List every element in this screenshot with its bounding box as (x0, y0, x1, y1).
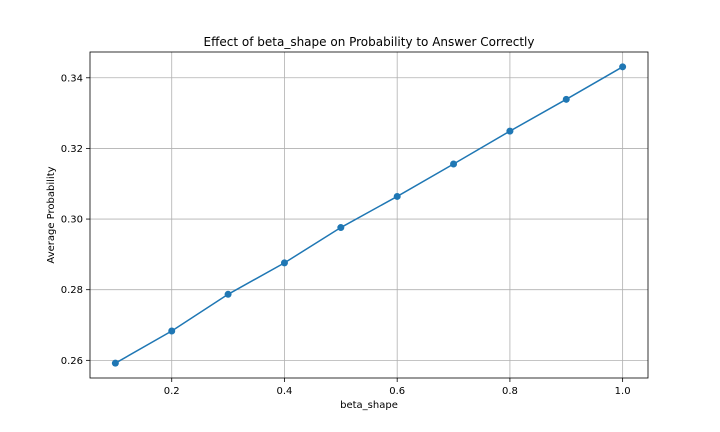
data-point (563, 96, 570, 103)
x-tick-label: 0.2 (164, 386, 180, 397)
data-point (619, 63, 626, 70)
y-tick-label: 0.32 (61, 144, 83, 155)
data-point (225, 291, 232, 298)
series-layer (112, 63, 626, 366)
data-point (337, 224, 344, 231)
x-axis-ticks: 0.2 0.4 0.6 0.8 1.0 (164, 378, 631, 397)
y-tick-label: 0.28 (61, 285, 83, 296)
x-axis-label: beta_shape (340, 400, 398, 411)
data-point (281, 259, 288, 266)
x-tick-label: 0.4 (277, 386, 293, 397)
x-tick-label: 0.8 (502, 386, 518, 397)
y-tick-label: 0.34 (61, 73, 83, 84)
y-tick-label: 0.26 (61, 356, 83, 367)
data-point (168, 328, 175, 335)
data-point (112, 360, 119, 367)
data-point (506, 128, 513, 135)
y-axis-label: Average Probability (46, 166, 57, 263)
data-point (450, 160, 457, 167)
series-line (115, 67, 622, 363)
chart-title: Effect of beta_shape on Probability to A… (204, 35, 535, 49)
y-axis-ticks: 0.26 0.28 0.30 0.32 0.34 (61, 73, 90, 367)
x-tick-label: 1.0 (615, 386, 631, 397)
y-tick-label: 0.30 (61, 215, 83, 226)
data-point (394, 193, 401, 200)
x-tick-label: 0.6 (389, 386, 405, 397)
